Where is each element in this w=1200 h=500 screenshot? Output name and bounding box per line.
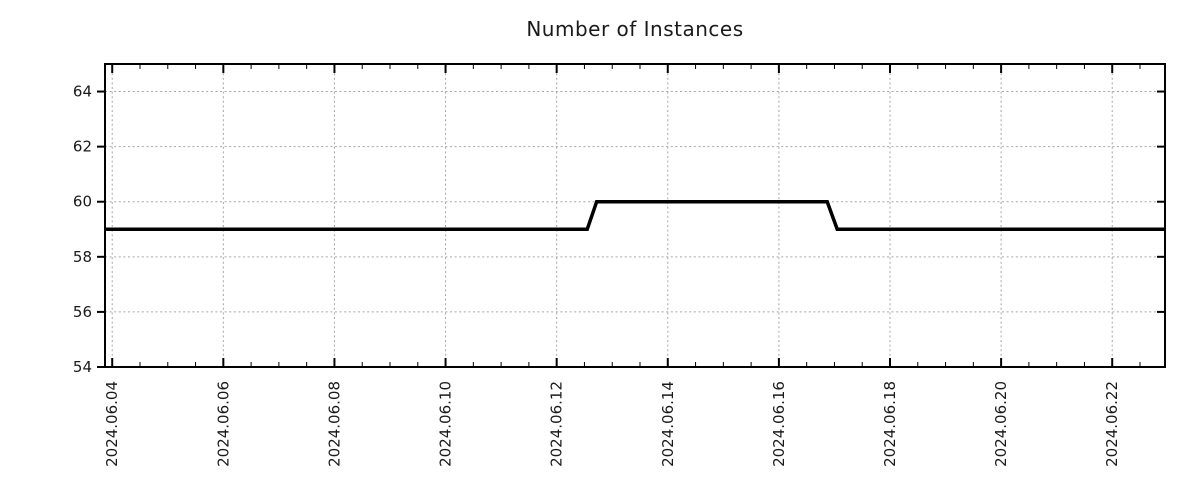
y-tick-label: 58	[73, 248, 92, 266]
x-tick-label: 2024.06.14	[659, 381, 677, 467]
x-tick-label: 2024.06.20	[992, 381, 1010, 467]
x-tick-label: 2024.06.18	[881, 381, 899, 467]
chart-title: Number of Instances	[526, 17, 744, 41]
x-tick-label: 2024.06.22	[1103, 381, 1121, 467]
x-tick-label: 2024.06.04	[103, 381, 121, 467]
x-tick-label: 2024.06.08	[325, 381, 343, 467]
y-tick-label: 60	[73, 193, 92, 211]
x-tick-label: 2024.06.16	[770, 381, 788, 467]
series-line-instances	[105, 199, 1165, 232]
plot-border	[104, 63, 1166, 368]
x-tick-label: 2024.06.10	[437, 381, 455, 467]
x-tick-label: 2024.06.06	[214, 381, 232, 467]
x-tick-label: 2024.06.12	[548, 381, 566, 467]
y-tick-label: 64	[73, 83, 92, 101]
y-tick-label: 62	[73, 138, 92, 156]
y-tick-label: 56	[73, 303, 92, 321]
y-tick-label: 54	[73, 358, 92, 376]
